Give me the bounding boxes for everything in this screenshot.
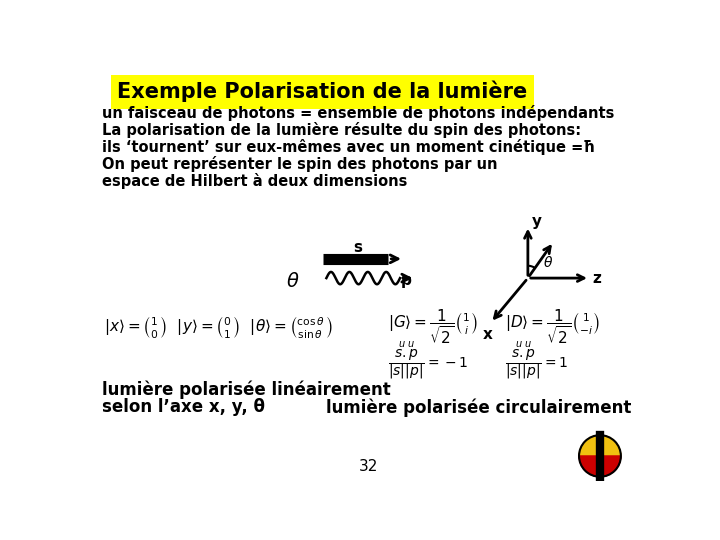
Text: z: z [593, 271, 601, 286]
Wedge shape [579, 456, 621, 477]
Text: $|x\rangle=\binom{1}{0}\ \ |y\rangle=\binom{0}{1}\ \ |\theta\rangle=\binom{\cos\: $|x\rangle=\binom{1}{0}\ \ |y\rangle=\bi… [104, 314, 333, 340]
Text: y: y [532, 214, 541, 228]
Text: p: p [401, 273, 412, 288]
Text: $\dfrac{\overset{u\ u}{s.p}}{|s||p|}=1$: $\dfrac{\overset{u\ u}{s.p}}{|s||p|}=1$ [505, 340, 568, 382]
Text: On peut représenter le spin des photons par un: On peut représenter le spin des photons … [102, 156, 497, 172]
Text: s: s [353, 240, 362, 255]
Text: La polarisation de la lumière résulte du spin des photons:: La polarisation de la lumière résulte du… [102, 122, 581, 138]
Text: 32: 32 [359, 459, 379, 474]
Text: $\theta$: $\theta$ [544, 255, 554, 270]
Text: un faisceau de photons = ensemble de photons indépendants: un faisceau de photons = ensemble de pho… [102, 105, 614, 122]
Text: $|G\rangle=\dfrac{1}{\sqrt{2}}\binom{1}{i}$: $|G\rangle=\dfrac{1}{\sqrt{2}}\binom{1}{… [388, 307, 479, 346]
Text: $\dfrac{\overset{u\ u}{s.p}}{|s||p|}=-1$: $\dfrac{\overset{u\ u}{s.p}}{|s||p|}=-1$ [388, 340, 469, 382]
Text: x: x [482, 327, 492, 342]
Text: $|D\rangle=\dfrac{1}{\sqrt{2}}\binom{1}{-i}$: $|D\rangle=\dfrac{1}{\sqrt{2}}\binom{1}{… [505, 307, 600, 346]
Text: lumière polarisée circulairement: lumière polarisée circulairement [326, 398, 631, 417]
Wedge shape [579, 435, 621, 456]
Text: espace de Hilbert à deux dimensions: espace de Hilbert à deux dimensions [102, 173, 407, 189]
Text: selon l’axe x, y, θ: selon l’axe x, y, θ [102, 399, 265, 416]
Text: ils ‘tournent’ sur eux-mêmes avec un moment cinétique =ħ: ils ‘tournent’ sur eux-mêmes avec un mom… [102, 139, 595, 155]
Text: Exemple Polarisation de la lumière: Exemple Polarisation de la lumière [117, 81, 527, 103]
Text: $\theta$: $\theta$ [287, 273, 300, 292]
Text: lumière polarisée linéairement: lumière polarisée linéairement [102, 381, 390, 399]
